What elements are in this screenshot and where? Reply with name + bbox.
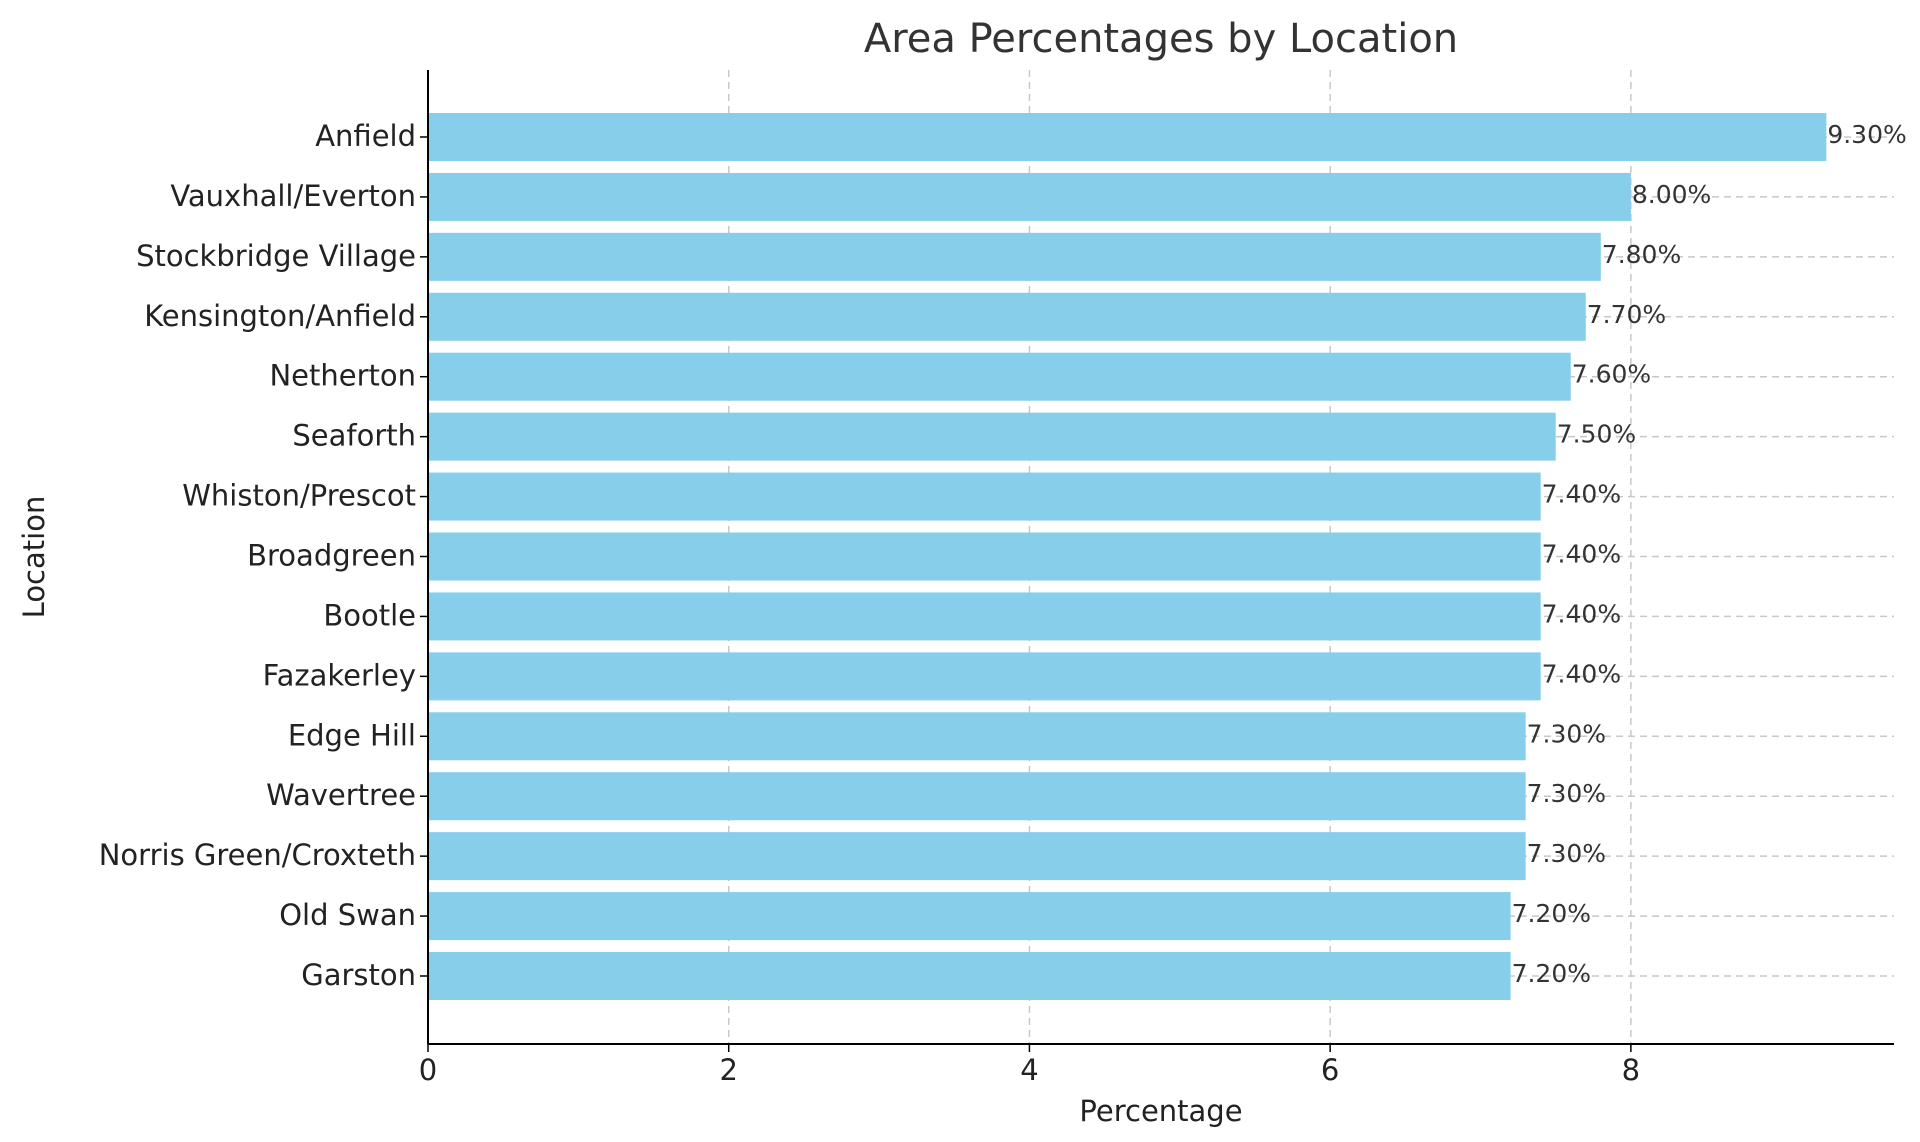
- bar: [428, 772, 1526, 821]
- data-label: 7.20%: [1512, 959, 1591, 988]
- y-tick-label: Kensington/Anfield: [144, 299, 416, 333]
- bar: [428, 592, 1541, 641]
- bar: [428, 352, 1571, 401]
- bar: [428, 472, 1541, 521]
- bar: [428, 232, 1601, 281]
- bar: [428, 412, 1556, 461]
- data-label: 7.80%: [1602, 240, 1681, 269]
- ticks-layer: Anfield Vauxhall/Everton Stockbridge Villa…: [99, 119, 1640, 1087]
- y-tick-label: Seaforth: [292, 419, 416, 453]
- y-tick-label: Garston: [301, 958, 416, 992]
- x-tick-label: 8: [1622, 1053, 1640, 1087]
- y-tick-label: Whiston/Prescot: [182, 479, 416, 513]
- data-label: 7.30%: [1527, 839, 1606, 868]
- data-label: 7.50%: [1557, 420, 1636, 449]
- data-label: 7.40%: [1542, 599, 1621, 628]
- data-labels-layer: 9.30% 8.00% 7.80% 7.70% 7.60% 7.50% 7.40% 7.40%…: [1512, 120, 1907, 988]
- bar: [428, 952, 1511, 1000]
- data-label: 7.70%: [1587, 300, 1666, 329]
- y-tick-label: Fazakerley: [263, 658, 416, 692]
- y-tick-label: Vauxhall/Everton: [170, 179, 416, 213]
- x-axis-title: Percentage: [1079, 1094, 1242, 1128]
- y-tick-label: Norris Green/Croxteth: [99, 838, 416, 872]
- bar: [428, 712, 1526, 761]
- bar: [428, 172, 1631, 221]
- bar: [428, 532, 1541, 581]
- x-tick-label: 4: [1020, 1053, 1038, 1087]
- y-tick-label: Stockbridge Village: [136, 239, 416, 273]
- data-label: 7.30%: [1527, 779, 1606, 808]
- x-tick-label: 6: [1321, 1053, 1339, 1087]
- y-tick-label: Anfield: [315, 119, 416, 153]
- y-tick-label: Old Swan: [279, 898, 416, 932]
- chart-title: Area Percentages by Location: [864, 16, 1458, 62]
- data-label: 7.40%: [1542, 480, 1621, 509]
- y-tick-label: Wavertree: [266, 778, 416, 812]
- x-tick-label: 0: [419, 1053, 437, 1087]
- x-tick-label: 2: [719, 1053, 737, 1087]
- y-tick-label: Netherton: [269, 359, 416, 393]
- bar: [428, 652, 1541, 701]
- y-tick-label: Bootle: [323, 598, 416, 632]
- bar: [428, 832, 1526, 881]
- y-axis-title: Location: [17, 496, 51, 619]
- y-tick-label: Broadgreen: [247, 539, 416, 573]
- data-label: 7.40%: [1542, 659, 1621, 688]
- y-tick-label: Edge Hill: [288, 718, 416, 752]
- data-label: 9.30%: [1827, 120, 1906, 149]
- bars-layer: [428, 113, 1827, 1000]
- data-label: 7.40%: [1542, 540, 1621, 569]
- data-label: 8.00%: [1632, 180, 1711, 209]
- bar: [428, 113, 1827, 161]
- bar: [428, 892, 1511, 941]
- bar: [428, 292, 1586, 341]
- data-label: 7.20%: [1512, 899, 1591, 928]
- data-label: 7.30%: [1527, 719, 1606, 748]
- data-label: 7.60%: [1572, 360, 1651, 389]
